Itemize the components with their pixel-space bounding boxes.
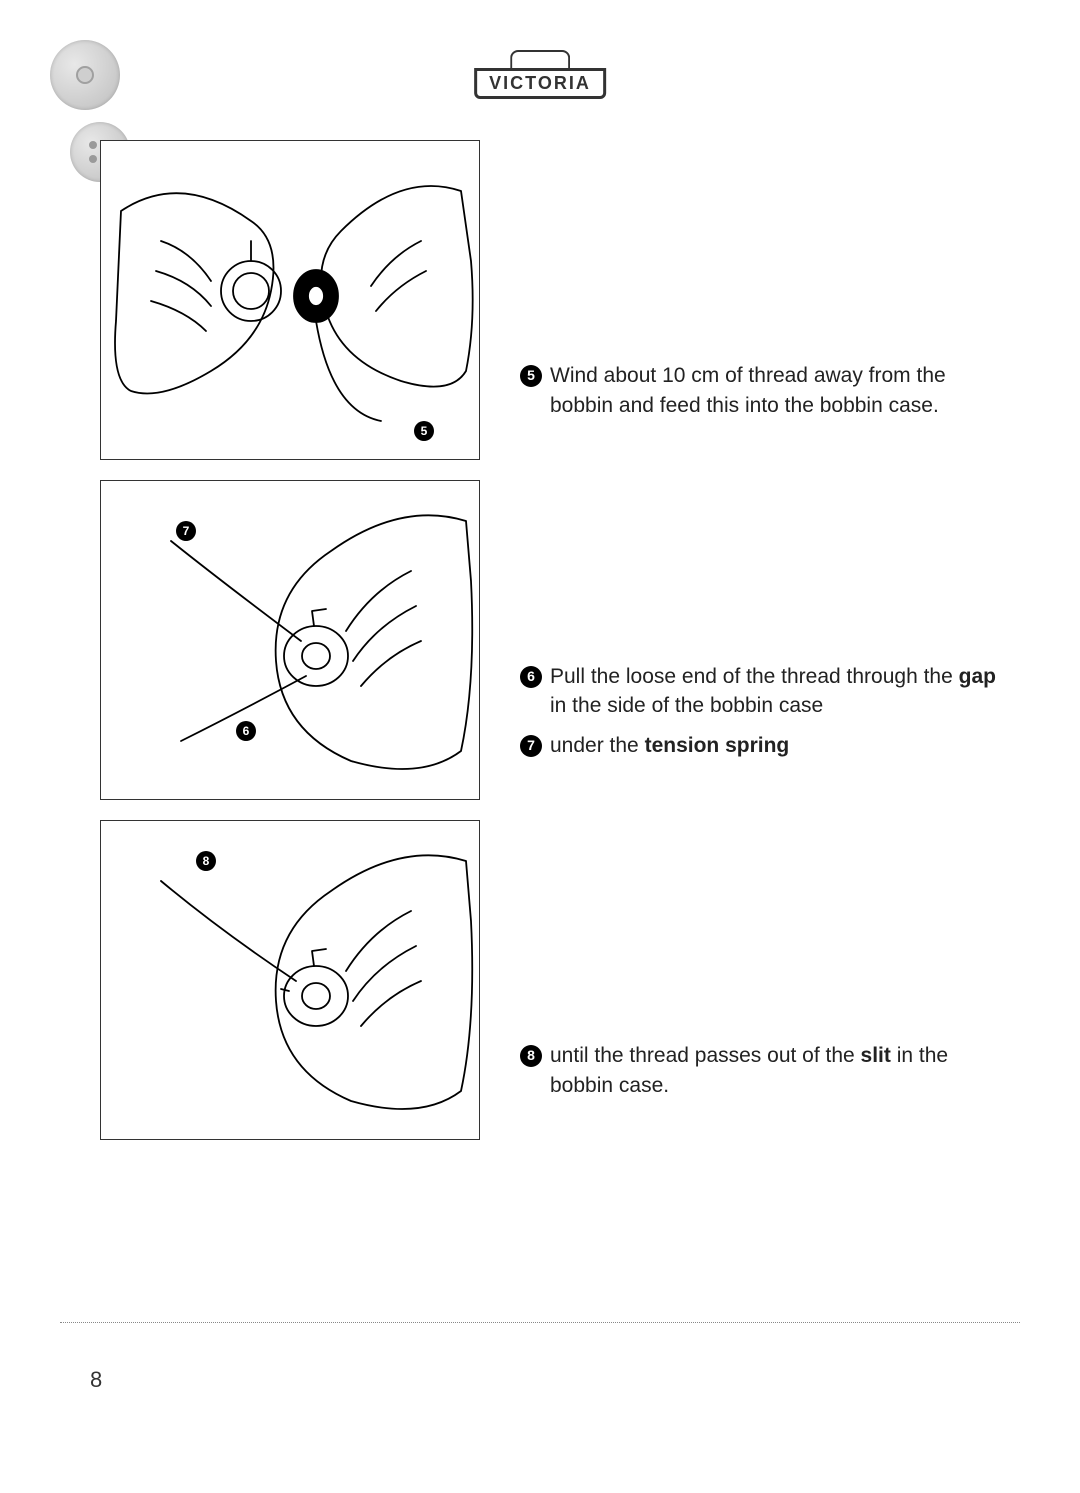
footer-divider	[60, 1322, 1020, 1323]
illustration-6-7: 7 6	[100, 480, 480, 800]
content-area: 5 5 Wind about 10 cm of thread away from…	[60, 140, 1020, 1160]
brand-text: VICTORIA	[474, 68, 606, 99]
callout-7: 7	[176, 521, 196, 541]
thread-gap-drawing	[101, 481, 481, 801]
step-5-num: 5	[520, 365, 542, 387]
text-step-5: 5 Wind about 10 cm of thread away from t…	[520, 140, 1020, 460]
callout-6: 6	[236, 721, 256, 741]
step-6-bold: gap	[959, 665, 996, 688]
step-8-bold: slit	[861, 1044, 891, 1067]
illustration-8: 8	[100, 820, 480, 1140]
step-8-num: 8	[520, 1045, 542, 1067]
step-row-6-7: 7 6 6 Pull the loose end of the thread t…	[60, 480, 1020, 800]
thread-slit-drawing	[101, 821, 481, 1141]
step-7-bold: tension spring	[645, 734, 790, 757]
deco-button-large	[50, 40, 120, 110]
step-6: 6 Pull the loose end of the thread throu…	[520, 662, 1000, 721]
callout-5: 5	[414, 421, 434, 441]
step-6-pre: Pull the loose end of the thread through…	[550, 665, 959, 688]
step-6-post: in the side of the bobbin case	[550, 694, 823, 717]
step-8-pre: until the thread passes out of the	[550, 1044, 861, 1067]
step-8: 8 until the thread passes out of the sli…	[520, 1041, 1000, 1100]
illustration-5: 5	[100, 140, 480, 460]
step-7-text: under the tension spring	[550, 731, 1000, 760]
step-5: 5 Wind about 10 cm of thread away from t…	[520, 361, 1000, 420]
manual-page: VICTORIA	[0, 0, 1080, 1493]
step-row-8: 8 8 until the thread passes out of the s…	[60, 820, 1020, 1140]
step-7-num: 7	[520, 735, 542, 757]
step-row-5: 5 5 Wind about 10 cm of thread away from…	[60, 140, 1020, 460]
brand-logo: VICTORIA	[474, 50, 606, 99]
bobbin-insert-drawing	[101, 141, 481, 461]
step-7: 7 under the tension spring	[520, 731, 1000, 760]
step-5-text: Wind about 10 cm of thread away from the…	[550, 361, 1000, 420]
page-number: 8	[90, 1367, 102, 1393]
crown-icon	[510, 50, 570, 68]
step-6-num: 6	[520, 666, 542, 688]
text-step-6-7: 6 Pull the loose end of the thread throu…	[520, 480, 1020, 800]
text-step-8: 8 until the thread passes out of the sli…	[520, 820, 1020, 1140]
step-8-text: until the thread passes out of the slit …	[550, 1041, 1000, 1100]
step-6-text: Pull the loose end of the thread through…	[550, 662, 1000, 721]
step-7-pre: under the	[550, 734, 645, 757]
callout-8: 8	[196, 851, 216, 871]
